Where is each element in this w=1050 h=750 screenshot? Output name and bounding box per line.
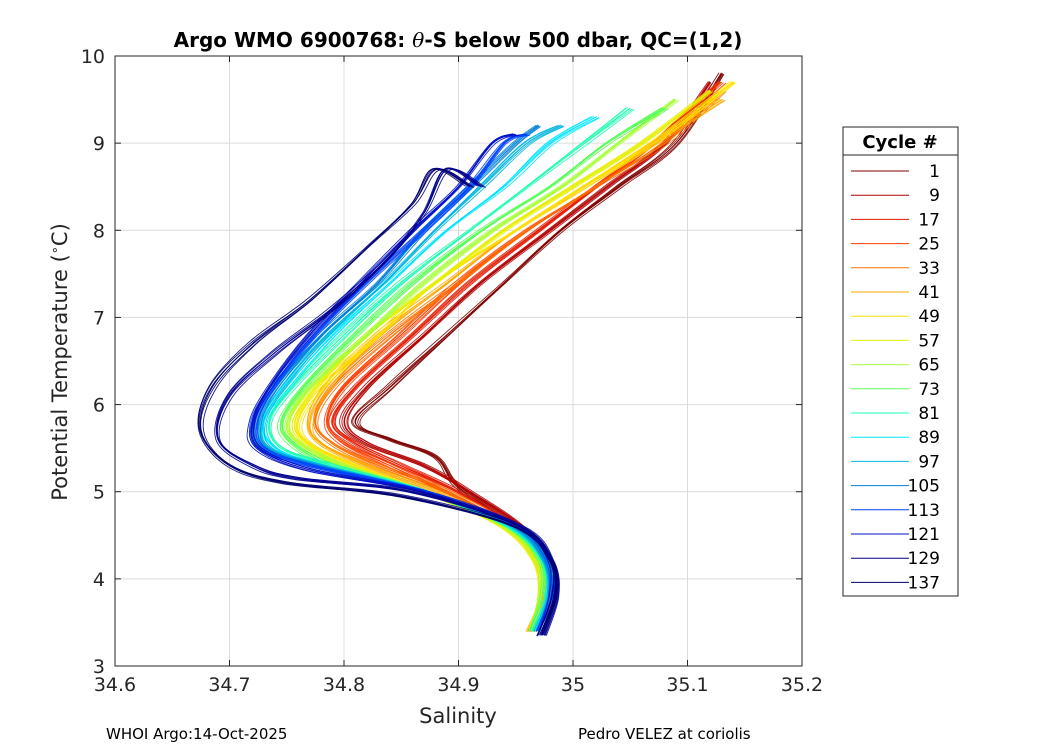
legend-label: 49 bbox=[918, 307, 940, 327]
x-tick-label: 35.2 bbox=[781, 674, 823, 696]
y-tick-label: 10 bbox=[81, 46, 105, 68]
legend-title: Cycle # bbox=[862, 132, 937, 153]
legend-label: 89 bbox=[918, 428, 940, 448]
chart-title: Argo WMO 6900768: θ-S below 500 dbar, QC… bbox=[174, 28, 743, 52]
y-tick-label: 9 bbox=[93, 133, 105, 155]
x-tick-label: 35 bbox=[561, 674, 585, 696]
legend-label: 121 bbox=[908, 525, 940, 545]
y-axis-label: Potential Temperature (∘C) bbox=[48, 223, 72, 501]
footer-left-credit: WHOI Argo:14-Oct-2025 bbox=[106, 725, 288, 743]
legend-entries: 1 9 17 25 33 41 49 57 65 73 81 89 97 105 113 121 129 137 bbox=[851, 162, 940, 593]
legend-label: 57 bbox=[918, 331, 940, 351]
legend-box bbox=[842, 126, 959, 597]
x-tick-label: 35.1 bbox=[666, 674, 708, 696]
chart-title-suffix: -S below 500 dbar, QC=(1,2) bbox=[424, 28, 742, 52]
chart-title-prefix: Argo WMO 6900768: bbox=[174, 28, 413, 52]
y-axis-label-unit: C) bbox=[48, 223, 72, 246]
legend-label: 65 bbox=[918, 356, 940, 376]
profile-line-cycle-137-variant bbox=[200, 168, 558, 636]
legend-label: 113 bbox=[908, 501, 940, 521]
profile-line-cycle-49-variant bbox=[296, 81, 735, 631]
axis-ticks: 34.6 34.7 34.8 34.9 35 35.1 35.2 3 4 5 6 7 8 9 10 bbox=[81, 46, 823, 696]
legend-label: 97 bbox=[918, 452, 940, 472]
profile-line-cycle-129-variant bbox=[214, 168, 555, 637]
y-tick-label: 6 bbox=[93, 395, 105, 417]
legend-label: 129 bbox=[908, 549, 940, 569]
x-tick-label: 34.9 bbox=[437, 674, 479, 696]
legend-label: 9 bbox=[929, 186, 940, 206]
y-axis-label-main: Potential Temperature ( bbox=[48, 254, 72, 501]
profile-line-cycle-137-variant bbox=[202, 169, 559, 636]
legend-label: 25 bbox=[918, 235, 940, 255]
y-tick-label: 5 bbox=[93, 482, 105, 504]
profile-line-cycle-57-variant bbox=[291, 90, 711, 631]
legend-label: 1 bbox=[929, 162, 940, 182]
x-tick-label: 34.8 bbox=[323, 674, 365, 696]
profile-line-cycle-65-variant bbox=[284, 98, 675, 631]
legend-label: 137 bbox=[908, 573, 940, 593]
legend-label: 41 bbox=[918, 283, 940, 303]
legend-label: 73 bbox=[918, 380, 940, 400]
y-tick-label: 7 bbox=[93, 307, 105, 329]
legend-label: 33 bbox=[918, 259, 940, 279]
y-tick-label: 8 bbox=[93, 220, 105, 242]
legend: Cycle # 1 9 17 25 33 41 49 57 65 73 81 89 97 105 113 12… bbox=[842, 126, 959, 597]
y-tick-label: 4 bbox=[93, 569, 105, 591]
profile-line-cycle-73-variant bbox=[277, 107, 662, 632]
chart-title-theta: θ bbox=[412, 28, 424, 52]
legend-label: 81 bbox=[918, 404, 940, 424]
footer-right-credit: Pedro VELEZ at coriolis bbox=[578, 725, 751, 743]
x-tick-label: 34.7 bbox=[208, 674, 250, 696]
y-axis-label-degree: ∘ bbox=[48, 246, 63, 254]
y-tick-label: 3 bbox=[93, 656, 105, 678]
x-tick-label: 34.6 bbox=[94, 674, 136, 696]
x-axis-label: Salinity bbox=[419, 704, 497, 728]
profile-curves bbox=[197, 72, 736, 637]
profile-line-cycle-113-variant bbox=[248, 133, 551, 632]
profile-line-cycle-129-variant bbox=[218, 168, 560, 636]
legend-label: 17 bbox=[918, 210, 940, 230]
legend-label: 105 bbox=[908, 477, 940, 497]
